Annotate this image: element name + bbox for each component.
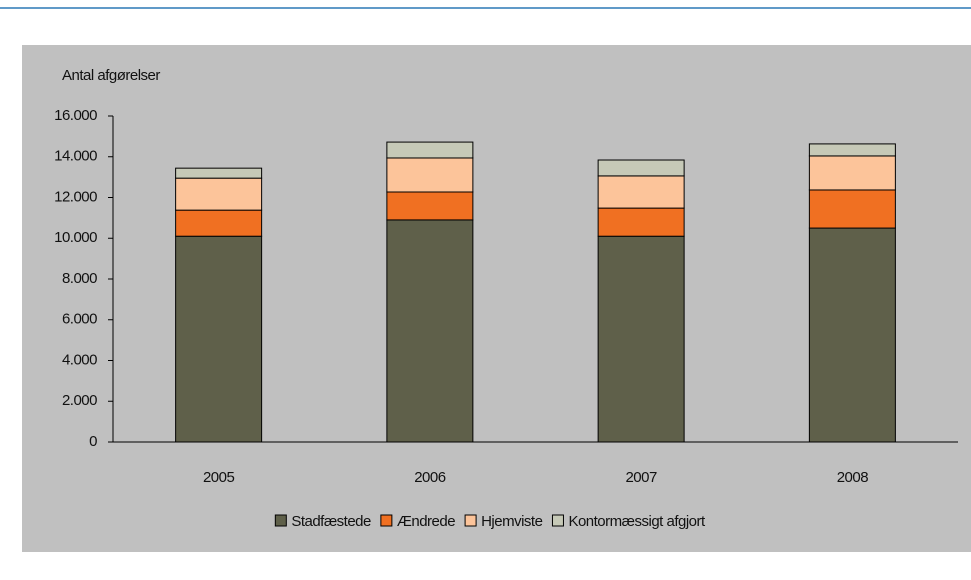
y-tick-label: 10.000 (54, 229, 97, 246)
y-tick-label: 6.000 (62, 311, 97, 328)
bar-segment (597, 159, 685, 177)
legend-swatch (380, 514, 393, 527)
bar-segment (386, 191, 474, 221)
y-axis-label: Antal afgørelser (62, 67, 160, 84)
x-tick-label: 2006 (414, 469, 446, 486)
y-tick-label: 14.000 (54, 148, 97, 165)
bar-segment (175, 167, 263, 179)
x-tick-label: 2008 (837, 469, 869, 486)
y-tick-label: 8.000 (62, 270, 97, 287)
legend-swatch (551, 514, 564, 527)
bar-segment (175, 209, 263, 237)
bar-segment (597, 235, 685, 443)
y-tick-label: 12.000 (54, 188, 97, 205)
legend-label: Ændrede (397, 513, 455, 530)
bar-segment (597, 175, 685, 209)
bar-segment (386, 219, 474, 443)
legend-swatch (464, 514, 477, 527)
legend-label: Hjemviste (481, 513, 543, 530)
bar-segment (808, 143, 896, 157)
bar-segment (808, 155, 896, 191)
x-tick-label: 2007 (625, 469, 657, 486)
y-tick-label: 4.000 (62, 351, 97, 368)
legend-swatch (274, 514, 287, 527)
bar-segment (175, 235, 263, 443)
bar-segment (386, 157, 474, 193)
bar-segment (175, 177, 263, 211)
y-tick-label: 16.000 (54, 107, 97, 124)
bar-segment (597, 207, 685, 237)
legend-label: Kontormæssigt afgjort (568, 513, 706, 530)
y-tick-label: 2.000 (62, 392, 97, 409)
bar-segment (808, 227, 896, 443)
x-tick-label: 2005 (203, 469, 235, 486)
legend-label: Stadfæstede (291, 513, 371, 530)
y-tick-label: 0 (89, 433, 97, 450)
bar-segment (808, 189, 896, 229)
bar-segment (386, 141, 474, 159)
